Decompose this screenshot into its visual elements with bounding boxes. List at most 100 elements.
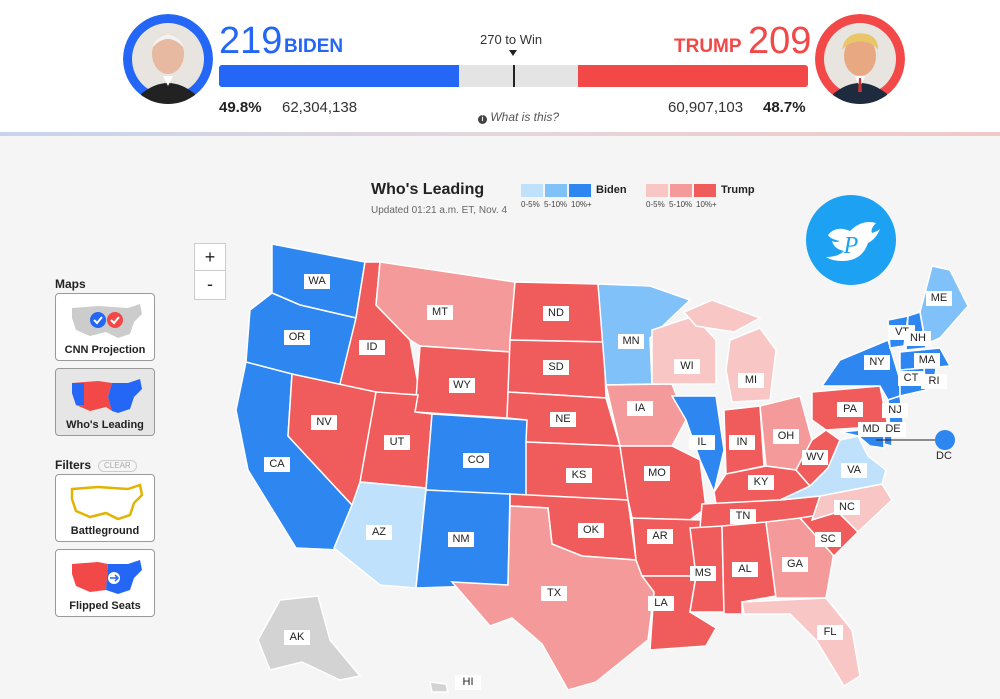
- maps-section-title: Maps: [55, 277, 86, 291]
- biden-bar-fill: [219, 65, 459, 87]
- state-label-AK: AK: [284, 630, 310, 645]
- state-label-CT: CT: [898, 371, 924, 386]
- cnn-projection-card[interactable]: CNN Projection: [55, 293, 155, 361]
- whos-leading-label: Who's Leading: [66, 419, 144, 431]
- state-label-SC: SC: [815, 532, 841, 547]
- biden-range-0: 0-5%: [521, 200, 540, 209]
- us-map-flip-icon: [72, 560, 142, 594]
- flipped-seats-card[interactable]: Flipped Seats: [55, 549, 155, 617]
- state-label-PA: PA: [837, 402, 863, 417]
- biden-popular-pct: 49.8%: [219, 99, 262, 116]
- state-label-TN: TN: [730, 509, 756, 524]
- what-is-this-link[interactable]: i What is this?: [478, 110, 559, 124]
- battleground-label: Battleground: [70, 525, 140, 537]
- state-label-NE: NE: [550, 412, 576, 427]
- state-label-AL: AL: [732, 562, 758, 577]
- state-label-AR: AR: [647, 529, 673, 544]
- state-label-VA: VA: [841, 463, 867, 478]
- header-divider: [0, 132, 1000, 136]
- biden-electoral-votes: 219: [219, 20, 283, 62]
- state-label-ME: ME: [926, 291, 952, 306]
- state-MI-upper[interactable]: [682, 299, 762, 333]
- state-label-NV: NV: [311, 415, 337, 430]
- info-icon: i: [478, 115, 487, 124]
- results-header: 219 BIDEN 49.8% 62,304,138 270 to Win i …: [0, 0, 1000, 132]
- flipped-seats-label: Flipped Seats: [69, 600, 141, 612]
- state-MI[interactable]: [725, 327, 777, 403]
- state-label-MO: MO: [644, 466, 670, 481]
- legend-updated: Updated 01:21 a.m. ET, Nov. 4: [371, 205, 508, 216]
- state-label-CA: CA: [264, 457, 290, 472]
- state-label-MD: MD: [858, 422, 884, 437]
- state-label-NM: NM: [448, 532, 474, 547]
- state-label-MS: MS: [690, 566, 716, 581]
- trump-swatch-5-10: [670, 184, 692, 197]
- trump-avatar: [815, 14, 905, 104]
- filters-section-title: Filters: [55, 458, 92, 472]
- biden-popular-votes: 62,304,138: [282, 99, 358, 116]
- us-map-checkmarks-icon: [72, 304, 142, 338]
- state-label-DE: DE: [880, 422, 906, 437]
- state-label-ND: ND: [543, 306, 569, 321]
- state-FL[interactable]: [741, 597, 861, 688]
- trump-swatch-0-5: [646, 184, 668, 197]
- us-map-red-blue-icon: [72, 379, 142, 413]
- what-is-this-label: What is this?: [490, 110, 560, 124]
- state-label-GA: GA: [782, 557, 808, 572]
- state-VA[interactable]: [779, 435, 887, 501]
- state-label-WA: WA: [304, 274, 330, 289]
- state-label-MN: MN: [618, 334, 644, 349]
- win-threshold-label: 270 to Win: [480, 32, 543, 47]
- clear-filters-button[interactable]: CLEAR: [98, 460, 137, 472]
- state-label-IA: IA: [627, 401, 653, 416]
- state-label-MA: MA: [914, 353, 940, 368]
- state-label-WY: WY: [449, 378, 475, 393]
- trump-range-0: 0-5%: [646, 200, 665, 209]
- state-label-NJ: NJ: [882, 403, 908, 418]
- biden-range-2: 10%+: [571, 200, 592, 209]
- state-label-KS: KS: [566, 468, 592, 483]
- trump-name: TRUMP: [674, 36, 742, 57]
- state-label-MI: MI: [738, 373, 764, 388]
- legend-title: Who's Leading: [371, 181, 485, 198]
- svg-text:P: P: [843, 233, 859, 259]
- trump-popular-votes: 60,907,103: [668, 99, 744, 116]
- state-label-FL: FL: [817, 625, 843, 640]
- state-label-WV: WV: [802, 450, 828, 465]
- cnn-projection-label: CNN Projection: [64, 344, 146, 356]
- battleground-card[interactable]: Battleground: [55, 474, 155, 542]
- whos-leading-card[interactable]: Who's Leading: [55, 368, 155, 436]
- state-label-HI: HI: [455, 675, 481, 690]
- biden-swatch-10plus: [569, 184, 591, 197]
- trump-popular-pct: 48.7%: [763, 99, 806, 116]
- win-line: [513, 65, 515, 87]
- state-label-LA: LA: [648, 596, 674, 611]
- trump-range-1: 5-10%: [669, 200, 693, 209]
- state-label-NY: NY: [864, 355, 890, 370]
- state-label-AZ: AZ: [366, 525, 392, 540]
- state-label-CO: CO: [463, 453, 489, 468]
- zoom-out-button[interactable]: -: [194, 270, 226, 300]
- state-HI[interactable]: [429, 681, 449, 693]
- state-label-SD: SD: [543, 360, 569, 375]
- trump-legend-label: Trump: [721, 184, 755, 196]
- trump-swatch-10plus: [694, 184, 716, 197]
- trump-bar-fill: [578, 65, 808, 87]
- state-label-NC: NC: [834, 500, 860, 515]
- trump-range-2: 10%+: [696, 200, 717, 209]
- state-label-MT: MT: [427, 305, 453, 320]
- biden-swatch-5-10: [545, 184, 567, 197]
- electoral-progress-bar: [219, 65, 808, 87]
- state-label-ID: ID: [359, 340, 385, 355]
- biden-avatar: [123, 14, 213, 104]
- state-label-IL: IL: [689, 435, 715, 450]
- state-label-NH: NH: [905, 331, 931, 346]
- us-outline-yellow-icon: [70, 483, 144, 521]
- biden-range-1: 5-10%: [544, 200, 568, 209]
- win-marker-icon: [509, 50, 517, 56]
- state-MO[interactable]: [619, 445, 707, 521]
- biden-legend-label: Biden: [596, 184, 627, 196]
- state-DC[interactable]: [935, 430, 955, 450]
- trump-electoral-votes: 209: [748, 20, 812, 62]
